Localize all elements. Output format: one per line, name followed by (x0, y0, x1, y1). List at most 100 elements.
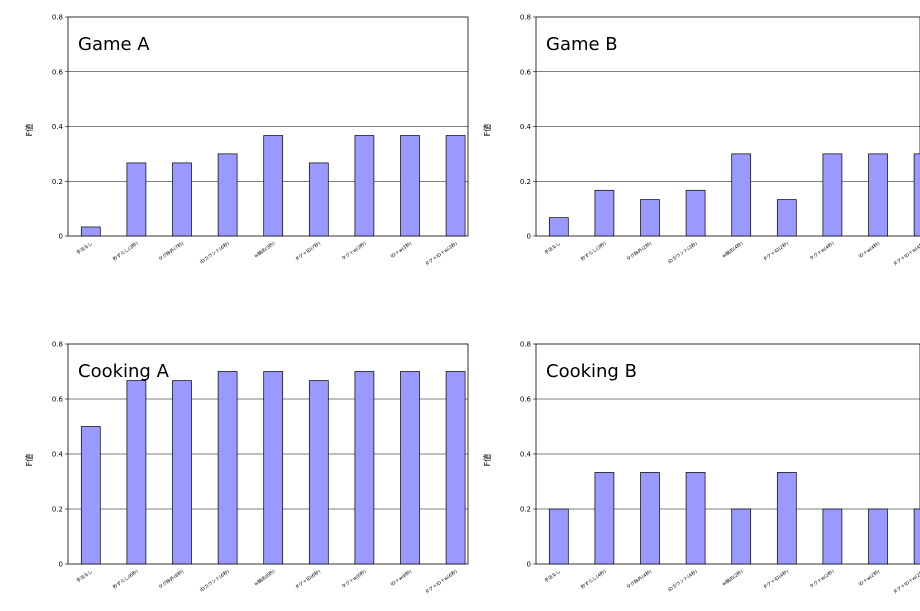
x-tick-label: IDカウント(6秒) (199, 240, 231, 266)
bar (868, 508, 888, 565)
y-tick-label: 0.8 (520, 14, 531, 22)
bar (172, 380, 192, 565)
x-tick-label: IDカウント(3秒) (667, 240, 699, 266)
bar (126, 162, 147, 237)
bar (822, 508, 843, 565)
bar (685, 472, 706, 565)
x-tick-label: IDカウント(4秒) (667, 568, 699, 594)
x-tick-label: 秒ずらし(3秒) (111, 240, 139, 263)
x-tick-label: タグ＋ID(7秒) (294, 240, 323, 263)
x-tick-label: タグ＋ID(6秒) (294, 568, 323, 591)
bar (217, 371, 238, 565)
x-tick-label: タグ＋ID＋w(2秒) (891, 568, 920, 596)
bar (445, 135, 466, 237)
x-tick-label: 手法なし (543, 568, 562, 585)
bar (172, 162, 192, 237)
y-tick-label: 0.6 (520, 68, 532, 76)
bar (640, 199, 660, 237)
bar (913, 508, 920, 565)
x-tick-label: ID＋w(2秒) (857, 568, 881, 588)
y-tick-label: 0.2 (52, 506, 63, 514)
bar (913, 153, 920, 237)
bar (731, 153, 752, 237)
x-tick-label: ID＋w(6秒) (389, 568, 413, 588)
bar (594, 189, 615, 237)
bar (731, 508, 752, 565)
bar (80, 226, 101, 237)
x-tick-label: タグ＋w(6秒) (340, 568, 368, 590)
y-tick-label: 0 (59, 561, 63, 569)
x-tick-label: タグ＋w(2秒) (808, 568, 836, 590)
bar (822, 153, 843, 237)
y-axis-label: F値 (482, 124, 492, 137)
y-tick-label: 0.8 (52, 341, 63, 349)
y-tick-label: 0.4 (520, 451, 532, 459)
x-tick-label: タグ除外(4秒) (625, 568, 653, 591)
y-axis-label: F値 (24, 124, 34, 137)
chart-title: Cooking A (78, 361, 170, 382)
y-tick-label: 0.2 (52, 178, 63, 186)
x-tick-label: タグ＋ID(2秒) (762, 240, 791, 263)
y-tick-label: 0.2 (520, 178, 531, 186)
bar (685, 189, 706, 237)
x-tick-label: 秒ずらし(3秒) (579, 240, 607, 263)
bar (217, 153, 238, 237)
bar (263, 135, 284, 237)
x-tick-label: 秒ずらし(4秒) (579, 568, 607, 591)
y-tick-label: 0.6 (52, 68, 64, 76)
y-tick-label: 0 (527, 233, 531, 241)
bar (868, 153, 888, 237)
x-tick-label: 手法なし (75, 240, 94, 257)
y-tick-label: 0.2 (520, 506, 531, 514)
y-axis-label: F値 (482, 454, 492, 467)
bar (126, 380, 147, 565)
bar (400, 135, 420, 237)
x-tick-label: w抽出(4秒) (721, 240, 745, 260)
x-tick-label: タグ＋ID＋w(6秒) (423, 568, 458, 596)
chart-title: Cooking B (546, 361, 637, 382)
bar (354, 135, 375, 237)
y-axis-label: F値 (24, 454, 34, 467)
bar (548, 508, 569, 565)
bar (776, 472, 797, 565)
x-tick-label: w抽出(2秒) (721, 568, 745, 588)
bar (640, 472, 660, 565)
bar (80, 426, 101, 565)
x-tick-label: 手法なし (75, 568, 94, 585)
y-tick-label: 0.6 (520, 396, 532, 404)
bar (594, 472, 615, 565)
x-tick-label: タグ＋w(4秒) (808, 240, 836, 262)
y-tick-label: 0 (527, 561, 531, 569)
bar (263, 371, 284, 565)
y-tick-label: 0.4 (52, 451, 64, 459)
x-tick-label: タグ＋ID＋w(4秒) (891, 240, 920, 268)
bar (308, 162, 329, 237)
y-tick-label: 0.4 (52, 123, 64, 131)
x-tick-label: w抽出(6秒) (253, 568, 277, 588)
x-tick-label: タグ＋w(3秒) (340, 240, 368, 262)
x-tick-label: w抽出(3秒) (253, 240, 277, 260)
chart-title: Game B (546, 34, 618, 55)
bar (400, 371, 420, 565)
y-tick-label: 0.8 (520, 341, 531, 349)
bar (776, 199, 797, 237)
y-tick-label: 0.8 (52, 14, 63, 22)
bar (354, 371, 375, 565)
x-tick-label: タグ＋ID(4秒) (762, 568, 791, 591)
x-tick-label: タグ除外(2秒) (625, 240, 653, 263)
chart-title: Game A (78, 34, 150, 55)
y-tick-label: 0 (59, 233, 63, 241)
x-tick-label: IDカウント(6秒) (199, 568, 231, 594)
x-tick-label: 秒ずらし(6秒) (111, 568, 139, 591)
y-tick-label: 0.6 (52, 396, 64, 404)
x-tick-label: タグ除外(6秒) (157, 568, 185, 591)
x-tick-label: ID＋w(4秒) (857, 240, 881, 260)
x-tick-label: タグ＋ID＋w(3秒) (423, 240, 458, 268)
bar (548, 217, 569, 237)
x-tick-label: ID＋w(3秒) (389, 240, 413, 260)
